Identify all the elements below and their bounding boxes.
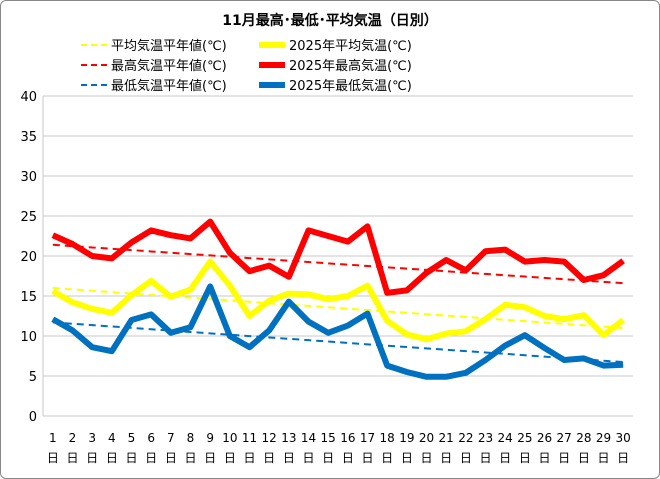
x-tick-label: 15 <box>321 431 336 445</box>
x-tick-label: 17 <box>360 431 375 445</box>
x-tick-label: 16 <box>340 431 355 445</box>
x-tick-suffix: 日 <box>165 451 177 465</box>
x-tick-suffix: 日 <box>145 451 157 465</box>
x-tick-label: 10 <box>222 431 237 445</box>
x-tick-label: 7 <box>167 431 175 445</box>
series-line <box>52 287 624 329</box>
legend-label: 最高気温平年値(℃) <box>111 58 227 74</box>
x-tick-label: 9 <box>206 431 214 445</box>
x-tick-label: 12 <box>262 431 277 445</box>
legend-label: 最低気温平年値(℃) <box>111 78 227 94</box>
x-tick-label: 2 <box>69 431 77 445</box>
x-tick-label: 30 <box>616 431 631 445</box>
x-tick-label: 18 <box>380 431 395 445</box>
x-tick-label: 29 <box>596 431 611 445</box>
x-tick-suffix: 日 <box>302 451 314 465</box>
x-tick-suffix: 日 <box>499 451 511 465</box>
x-tick-suffix: 日 <box>460 451 472 465</box>
x-tick-suffix: 日 <box>322 451 334 465</box>
y-tick-label: 10 <box>20 330 37 345</box>
x-tick-label: 13 <box>281 431 296 445</box>
x-tick-label: 5 <box>128 431 136 445</box>
x-tick-suffix: 日 <box>263 451 275 465</box>
legend-label: 平均気温平年値(℃) <box>111 38 227 54</box>
y-tick-label: 20 <box>20 250 37 265</box>
y-tick-label: 0 <box>29 410 37 425</box>
x-tick-label: 21 <box>439 431 454 445</box>
y-tick-label: 5 <box>29 370 37 385</box>
x-tick-suffix: 日 <box>243 451 255 465</box>
x-tick-label: 3 <box>88 431 96 445</box>
x-tick-suffix: 日 <box>204 451 216 465</box>
x-tick-label: 4 <box>108 431 116 445</box>
x-tick-suffix: 日 <box>479 451 491 465</box>
x-tick-label: 26 <box>537 431 552 445</box>
legend-label: 2025年平均気温(℃) <box>289 38 412 54</box>
x-tick-suffix: 日 <box>283 451 295 465</box>
chart-title: 11月最高･最低･平均気温（日別） <box>222 12 437 29</box>
x-tick-suffix: 日 <box>401 451 413 465</box>
legend-label: 2025年最高気温(℃) <box>289 58 412 74</box>
x-tick-suffix: 日 <box>224 451 236 465</box>
series-line <box>51 258 626 343</box>
y-tick-label: 40 <box>20 90 37 105</box>
legend-label: 2025年最低気温(℃) <box>289 78 412 94</box>
x-tick-label: 19 <box>399 431 414 445</box>
y-tick-label: 25 <box>20 210 37 225</box>
y-tick-label: 15 <box>20 290 37 305</box>
x-tick-label: 6 <box>147 431 155 445</box>
x-tick-label: 28 <box>576 431 591 445</box>
y-tick-label: 30 <box>20 170 37 185</box>
x-tick-suffix: 日 <box>519 451 531 465</box>
x-tick-label: 23 <box>478 431 493 445</box>
x-tick-suffix: 日 <box>86 451 98 465</box>
x-tick-suffix: 日 <box>125 451 137 465</box>
x-tick-suffix: 日 <box>420 451 432 465</box>
series-line <box>51 283 624 380</box>
x-tick-label: 27 <box>557 431 572 445</box>
x-tick-suffix: 日 <box>361 451 373 465</box>
x-tick-suffix: 日 <box>440 451 452 465</box>
x-tick-suffix: 日 <box>617 451 629 465</box>
series-line <box>52 243 624 285</box>
x-tick-label: 24 <box>498 431 513 445</box>
x-tick-suffix: 日 <box>184 451 196 465</box>
y-tick-label: 35 <box>20 130 37 145</box>
x-tick-suffix: 日 <box>47 451 59 465</box>
x-tick-label: 8 <box>187 431 195 445</box>
x-tick-suffix: 日 <box>597 451 609 465</box>
legend: 平均気温平年値(℃) 2025年平均気温(℃) 最高気温平年値(℃) 2025年最高気… <box>81 38 412 94</box>
x-tick-suffix: 日 <box>558 451 570 465</box>
x-tick-label: 20 <box>419 431 434 445</box>
x-tick-label: 1 <box>49 431 57 445</box>
x-tick-suffix: 日 <box>106 451 118 465</box>
x-tick-suffix: 日 <box>342 451 354 465</box>
x-tick-suffix: 日 <box>578 451 590 465</box>
x-tick-label: 22 <box>458 431 473 445</box>
x-tick-suffix: 日 <box>538 451 550 465</box>
series-line <box>51 218 625 296</box>
x-tick-label: 25 <box>517 431 532 445</box>
x-tick-label: 11 <box>242 431 257 445</box>
x-tick-label: 14 <box>301 431 316 445</box>
x-tick-suffix: 日 <box>381 451 393 465</box>
x-tick-suffix: 日 <box>66 451 78 465</box>
